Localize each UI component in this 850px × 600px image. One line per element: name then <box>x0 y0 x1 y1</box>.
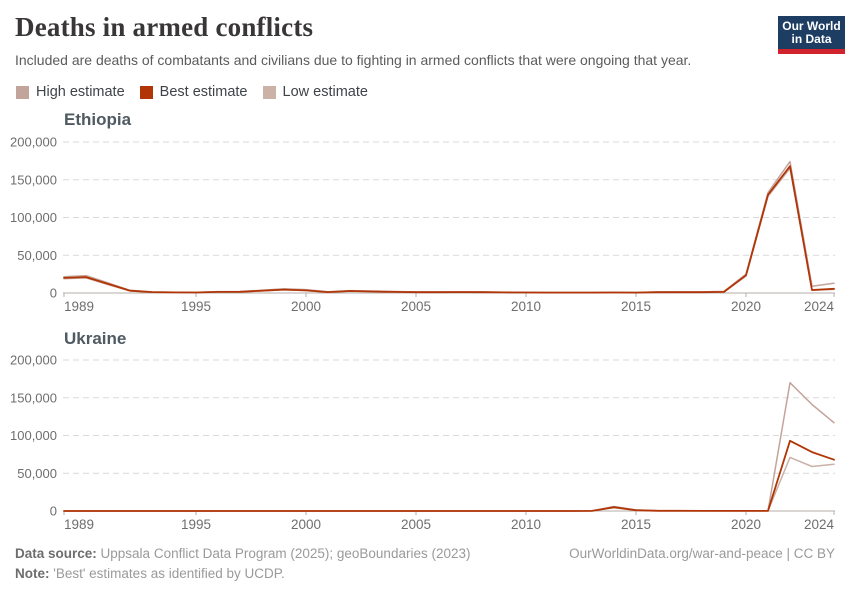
y-tick-label: 50,000 <box>17 248 57 263</box>
series-line-high-estimate[interactable] <box>63 160 835 294</box>
owid-logo: Our World in Data <box>778 16 845 54</box>
data-source-line: Data source: Uppsala Conflict Data Progr… <box>15 546 471 561</box>
x-tick-label: 2010 <box>511 299 541 314</box>
legend-swatch-low <box>262 85 276 99</box>
line-chart-ukraine[interactable]: 0 50,000 100,000 150,000 200,000 1989 1995 2000… <box>0 353 850 536</box>
series-line-low-estimate[interactable] <box>63 167 835 294</box>
y-tick-label: 200,000 <box>10 353 57 368</box>
series-line-high-estimate[interactable] <box>63 381 835 512</box>
y-tick-label: 100,000 <box>10 428 57 443</box>
panel-title-ethiopia: Ethiopia <box>64 110 132 129</box>
x-tick-label: 2005 <box>401 299 431 314</box>
y-tick-label: 200,000 <box>10 135 57 150</box>
x-tick-label: 2020 <box>731 299 761 314</box>
y-tick-label: 150,000 <box>10 172 57 187</box>
series-line-best-estimate[interactable] <box>63 439 835 512</box>
y-tick-label: 150,000 <box>10 390 57 405</box>
chart-footer: Data source: Uppsala Conflict Data Progr… <box>15 546 835 586</box>
y-tick-label: 0 <box>50 286 57 301</box>
footer-attribution: OurWorldinData.org/war-and-peace | CC BY <box>569 546 835 561</box>
x-tick-label: 2000 <box>291 517 321 532</box>
x-tick-label: 2015 <box>621 299 651 314</box>
x-tick-label: 2005 <box>401 517 431 532</box>
legend-swatch-best <box>139 85 153 99</box>
x-tick-label: 2000 <box>291 299 321 314</box>
chart-subtitle: Included are deaths of combatants and ci… <box>15 52 692 68</box>
note-line: Note: 'Best' estimates as identified by … <box>15 566 285 581</box>
series-line-low-estimate[interactable] <box>63 456 835 512</box>
owid-logo-redbar <box>778 49 845 54</box>
legend-item-low-estimate[interactable]: Low estimate <box>262 84 368 100</box>
x-tick-label: 1989 <box>64 299 94 314</box>
y-tick-label: 50,000 <box>17 466 57 481</box>
y-tick-label: 0 <box>50 504 57 519</box>
x-tick-label: 2020 <box>731 517 761 532</box>
series-line-best-estimate[interactable] <box>63 165 835 294</box>
legend-item-high-estimate[interactable]: High estimate <box>16 84 125 100</box>
chart-legend: High estimate Best estimate Low estimate <box>16 84 368 100</box>
page-title: Deaths in armed conflicts <box>15 12 314 42</box>
panel-title-ukraine: Ukraine <box>64 329 127 348</box>
line-chart-ethiopia[interactable]: 0 50,000 100,000 150,000 200,000 1989 1995 2000… <box>0 135 850 318</box>
x-tick-label: 2024 <box>804 299 835 314</box>
legend-swatch-high <box>16 85 29 99</box>
x-tick-label: 1989 <box>64 517 94 532</box>
x-tick-label: 2015 <box>621 517 651 532</box>
legend-item-best-estimate[interactable]: Best estimate <box>139 84 248 100</box>
x-tick-label: 1995 <box>181 517 211 532</box>
x-tick-label: 2010 <box>511 517 541 532</box>
y-tick-label: 100,000 <box>10 210 57 225</box>
owid-logo-text: Our World in Data <box>778 16 845 49</box>
x-tick-label: 1995 <box>181 299 211 314</box>
x-tick-label: 2024 <box>804 517 835 532</box>
